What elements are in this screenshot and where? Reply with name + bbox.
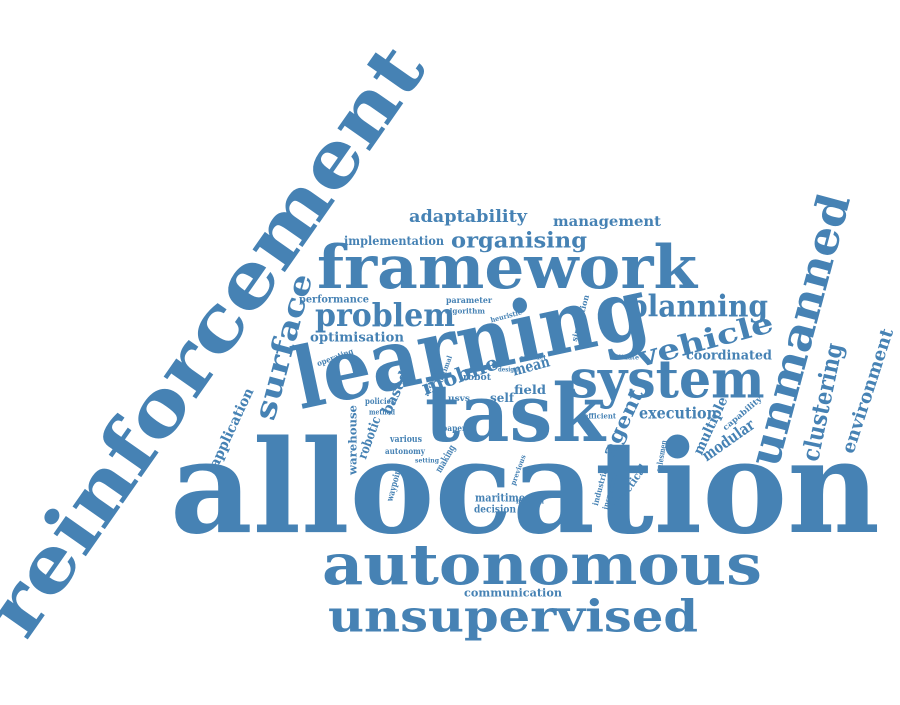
- word-adaptability: adaptability: [409, 207, 528, 227]
- word-setting: setting: [415, 458, 440, 465]
- word-performance: performance: [299, 295, 369, 306]
- word-validate: validate: [610, 355, 639, 362]
- word-implementation: implementation: [344, 234, 444, 248]
- word-autonomous: autonomous: [322, 532, 762, 598]
- word-algorithm: algorithm: [445, 307, 486, 316]
- word-conduct: conduct: [520, 355, 546, 362]
- word-management: management: [553, 214, 662, 230]
- word-communication: communication: [464, 587, 562, 600]
- word-planning: planning: [628, 290, 768, 325]
- word-autonomy: autonomy: [385, 446, 425, 456]
- word-system: system: [570, 350, 765, 411]
- word-task: task: [425, 366, 606, 460]
- word-problem: problem: [315, 296, 455, 334]
- word-mission: mission: [516, 497, 544, 506]
- word-self: self: [490, 391, 515, 405]
- word-method: method: [369, 408, 395, 417]
- word-paper: paper: [442, 423, 467, 433]
- word-framework: framework: [317, 233, 698, 303]
- word-unsupervised: unsupervised: [328, 592, 698, 643]
- word-allocation: allocation: [170, 413, 880, 563]
- word-design: design: [498, 367, 519, 374]
- word-efficient: efficient: [584, 412, 617, 421]
- word-group: allocationreinforcementlearningtaskauton…: [0, 28, 898, 652]
- word-usvs: usvs: [448, 393, 471, 403]
- word-robot: robot: [463, 373, 492, 383]
- word-warehouse: warehouse: [347, 405, 360, 476]
- word-various: various: [389, 435, 422, 445]
- word-organising: organising: [451, 228, 587, 253]
- word-policies: policies: [365, 396, 395, 406]
- word-coordinated: coordinated: [686, 349, 772, 364]
- word-execution: execution: [639, 404, 717, 423]
- word-decision: decision: [474, 505, 517, 516]
- word-parameter: parameter: [446, 295, 493, 305]
- word-optimisation: optimisation: [310, 331, 405, 346]
- word-field: field: [514, 383, 547, 397]
- word-maritime: maritime: [475, 492, 525, 505]
